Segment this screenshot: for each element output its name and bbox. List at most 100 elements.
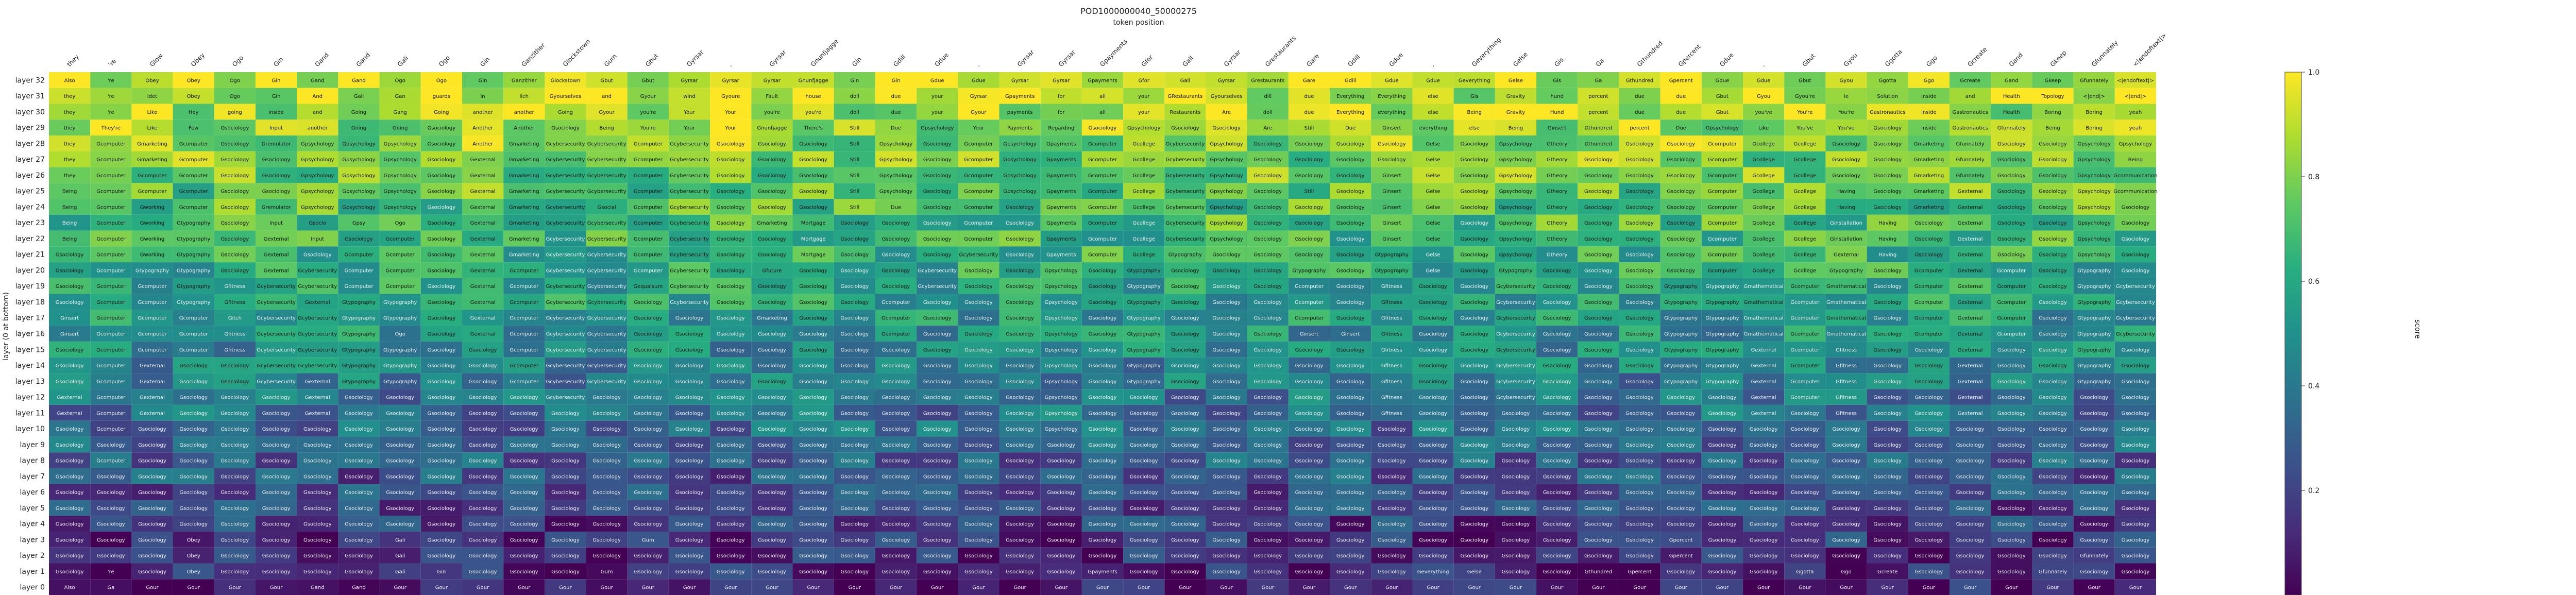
heatmap-cell-rect — [90, 72, 132, 88]
heatmap-cell-label: Gexternal — [264, 252, 289, 258]
heatmap-cell: Gsociology — [1371, 436, 1413, 453]
heatmap-cell-label: Gsociology — [1997, 537, 2026, 543]
heatmap-cell-label: Gsociology — [428, 443, 456, 448]
heatmap-cell: Gand — [297, 72, 338, 88]
heatmap-cell: Gsociology — [668, 326, 710, 342]
heatmap-cell-label: Gsociology — [1336, 284, 1365, 290]
heatmap-cell: Gsociology — [1536, 310, 1578, 326]
heatmap-cell-label: Gfunnately — [2039, 569, 2067, 575]
heatmap-cell-rect — [668, 72, 710, 88]
heatmap-cell-rect — [751, 72, 793, 88]
heatmap-cell-label: Gsociology — [221, 126, 249, 131]
heatmap-cell-label: Gsociology — [841, 443, 869, 448]
heatmap-cell-rect — [1288, 183, 1330, 199]
heatmap-cell-rect — [214, 167, 256, 183]
heatmap-cell-rect — [2032, 199, 2074, 215]
heatmap-cell-label: Gsociology — [1584, 332, 1613, 337]
heatmap-cell-label: Being — [599, 126, 614, 131]
heatmap-cell-rect — [1867, 104, 1908, 120]
heatmap-cell-label: Gum — [601, 569, 613, 575]
heatmap-cell-label: Gcomputer — [1088, 236, 1117, 242]
heatmap-cell: Still — [834, 183, 875, 199]
heatmap-cell-label: Gcollege — [1794, 220, 1817, 226]
heatmap-cell: Gcomputer — [958, 183, 999, 199]
heatmap-cell-label: Gsociology — [386, 411, 414, 416]
heatmap-cell: Gpsychology — [297, 199, 338, 215]
heatmap-cell: Gcomputer — [503, 357, 545, 373]
heatmap-cell-label: Gsociology — [923, 411, 952, 416]
heatmap-cell: Gsociology — [1412, 531, 1454, 548]
heatmap-cell-rect — [958, 120, 999, 136]
heatmap-cell-rect — [1536, 88, 1578, 104]
heatmap-cell: Gsociology — [297, 547, 338, 564]
heatmap-cell-label: Gsociology — [1584, 363, 1613, 369]
heatmap-cell-label: Gsociology — [1791, 506, 1819, 512]
heatmap-cell: Gsociology — [958, 357, 999, 373]
heatmap-cell: Gsociology — [462, 436, 504, 453]
heatmap-cell: Gsociology — [49, 547, 91, 564]
heatmap-cell-rect — [49, 183, 91, 199]
heatmap-cell: Gsociology — [1743, 468, 1785, 484]
heatmap-cell: Gcybersecurity — [917, 262, 958, 278]
heatmap-cell-label: Gis — [1470, 94, 1479, 99]
heatmap-cell: Gsociology — [917, 214, 958, 231]
heatmap-cell-label: Gsociology — [1502, 458, 1530, 464]
heatmap-cell: Gcollege — [1784, 262, 1826, 278]
heatmap-cell-rect — [792, 183, 834, 199]
heatmap-cell: Gsociology — [1536, 516, 1578, 532]
heatmap-cell: Gtypography — [2073, 278, 2115, 294]
heatmap-cell-rect — [1453, 120, 1495, 136]
heatmap-cell: Gcybersecurity — [2114, 294, 2156, 310]
heatmap-cell: Gcybersecurity — [2114, 326, 2156, 342]
heatmap-cell: Gsociology — [1619, 468, 1660, 484]
heatmap-cell: Gour — [958, 579, 999, 595]
heatmap-cell-label: Gsociology — [1502, 474, 1530, 480]
heatmap-cell-rect — [1247, 151, 1289, 167]
heatmap-cell: they — [49, 104, 91, 120]
heatmap-cell-label: Gsociology — [717, 411, 745, 416]
heatmap-cell: Gsociology — [627, 547, 669, 564]
heatmap-cell: Gsociology — [1164, 484, 1206, 500]
heatmap-cell-label: Gsociology — [592, 490, 621, 496]
heatmap-cell: Gcomputer — [1784, 357, 1826, 373]
heatmap-cell-label: Gcybersecurity — [587, 157, 626, 163]
heatmap-cell-label: Gsociology — [138, 537, 166, 543]
heatmap-cell-label: Gsociology — [428, 236, 456, 242]
heatmap-cell: all — [1081, 88, 1124, 104]
heatmap-cell-label: Gsociology — [1543, 332, 1571, 337]
heatmap-cell: Gsociology — [1412, 341, 1454, 358]
heatmap-cell-rect — [1412, 183, 1454, 199]
heatmap-cell: Gsociology — [2114, 262, 2156, 278]
heatmap-cell-rect — [173, 151, 214, 167]
heatmap-cell: Gsociology — [462, 547, 504, 564]
heatmap-cell-label: Gsociology — [1171, 458, 1199, 464]
heatmap-cell-label: Gpsychology — [383, 189, 416, 195]
heatmap-cell: Gsociology — [1701, 484, 1743, 500]
heatmap-cell: Gsociology — [999, 357, 1041, 373]
heatmap-cell-label: Gremulator — [262, 141, 292, 147]
heatmap-cell: Gpsychology — [379, 183, 421, 199]
heatmap-cell: Gsociology — [1991, 500, 2032, 516]
heatmap-cell-rect — [917, 88, 958, 104]
heatmap-cell-label: Gfunnately — [1997, 126, 2026, 131]
heatmap-cell-label: Gcomputer — [96, 141, 126, 147]
heatmap-cell: Gsociology — [1619, 278, 1660, 294]
heatmap-cell-label: and — [602, 94, 612, 99]
heatmap-cell: You've — [1825, 120, 1867, 136]
heatmap-cell: Gsociology — [1578, 420, 1619, 437]
heatmap-cell-rect — [214, 214, 256, 231]
heatmap-cell-label: Gcomputer — [964, 220, 993, 226]
heatmap-cell-label: Gour — [890, 585, 903, 591]
heatmap-cell: Gsociology — [627, 500, 669, 516]
heatmap-cell-label: Gsociology — [923, 553, 952, 559]
heatmap-cell: Gworking — [131, 246, 173, 263]
heatmap-cell: Gsociology — [1784, 500, 1826, 516]
heatmap-cell: Gsociology — [1288, 404, 1330, 421]
heatmap-cell: Gsociology — [90, 436, 132, 453]
heatmap-cell: Gsociology — [792, 199, 834, 215]
heatmap-cell-rect — [338, 104, 380, 120]
heatmap-cell-rect — [420, 246, 462, 263]
heatmap-cell-label: Obey — [187, 537, 200, 543]
heatmap-cell-label: Gpsychology — [879, 141, 912, 147]
heatmap-cell-label: Gsociology — [1584, 537, 1613, 543]
